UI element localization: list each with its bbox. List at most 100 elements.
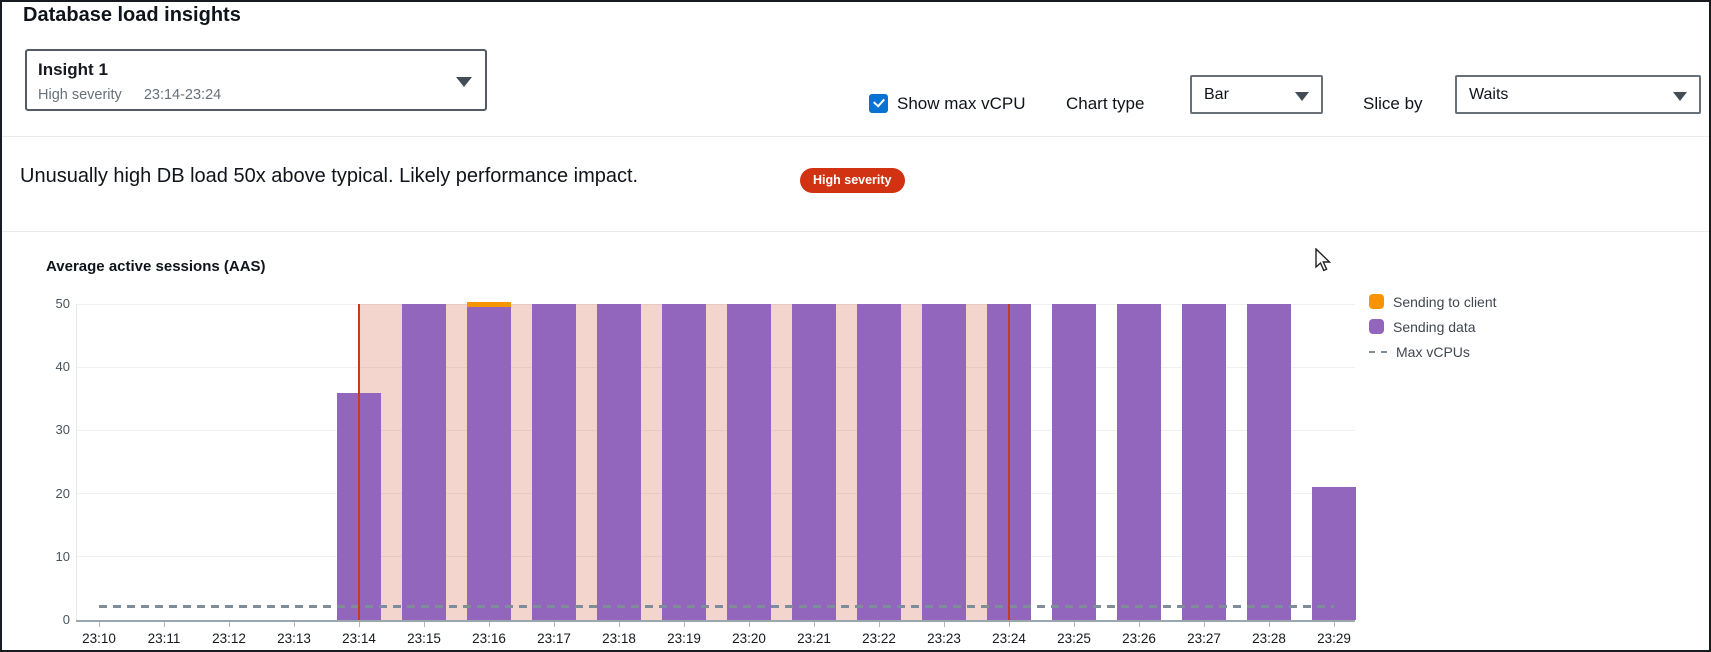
- grid-line: [76, 303, 1355, 305]
- chart-type-select[interactable]: Bar: [1190, 75, 1323, 114]
- x-axis-tick: [749, 622, 750, 627]
- insight-time-range: 23:14-23:24: [143, 87, 222, 103]
- x-axis-label: 23:26: [1122, 631, 1156, 646]
- bar-sending-data-23:18[interactable]: [597, 304, 641, 620]
- legend-item-sending-data[interactable]: Sending data: [1369, 314, 1497, 339]
- max-vcpus-dash-icon: [1369, 350, 1387, 353]
- sending-data-swatch-icon: [1369, 319, 1384, 334]
- x-axis-label: 23:17: [537, 631, 571, 646]
- x-axis-label: 23:23: [927, 631, 961, 646]
- x-axis-tick: [164, 622, 165, 627]
- bar-sending-data-23:19[interactable]: [662, 304, 706, 620]
- insight-subtitle: High severity 23:14-23:24: [38, 87, 221, 103]
- legend-label: Sending to client: [1393, 293, 1497, 310]
- mouse-cursor: [1315, 248, 1332, 272]
- x-axis-line: [76, 620, 1355, 622]
- legend-label: Sending data: [1393, 318, 1476, 335]
- x-axis-label: 23:13: [277, 631, 311, 646]
- grid-line: [76, 556, 1355, 558]
- bar-sending-data-23:22[interactable]: [857, 304, 901, 620]
- x-axis-label: 23:11: [147, 631, 181, 646]
- bar-sending-data-23:26[interactable]: [1117, 304, 1161, 620]
- x-axis-label: 23:22: [862, 631, 896, 646]
- x-axis-tick: [99, 622, 100, 627]
- x-axis-tick: [229, 622, 230, 627]
- x-axis-label: 23:24: [992, 631, 1026, 646]
- page-title: Database load insights: [23, 4, 241, 26]
- bar-sending-data-23:24[interactable]: [987, 304, 1031, 620]
- x-axis-label: 23:29: [1317, 631, 1351, 646]
- slice-by-select[interactable]: Waits: [1455, 75, 1701, 114]
- legend-item-max-vcpus[interactable]: Max vCPUs: [1369, 339, 1497, 364]
- x-axis-tick: [359, 622, 360, 627]
- y-axis-label: 10: [55, 548, 70, 564]
- insight-severity: High severity: [38, 87, 122, 103]
- chart-type-label: Chart type: [1066, 94, 1145, 113]
- bar-sending-data-23:16[interactable]: [467, 307, 511, 620]
- x-axis-label: 23:19: [667, 631, 701, 646]
- x-axis-tick: [554, 622, 555, 627]
- y-axis-label: 50: [55, 296, 70, 311]
- bar-sending-data-23:21[interactable]: [792, 304, 836, 620]
- bar-sending-to-client-23:16[interactable]: [467, 301, 511, 308]
- x-axis-tick: [1139, 622, 1140, 627]
- high-severity-badge: High severity: [800, 168, 905, 193]
- divider: [2, 231, 1709, 232]
- legend-item-sending-to-client[interactable]: Sending to client: [1369, 289, 1497, 314]
- x-axis-tick: [1204, 622, 1205, 627]
- x-axis-label: 23:21: [797, 631, 831, 646]
- x-axis-tick: [1074, 622, 1075, 627]
- x-axis-tick: [879, 622, 880, 627]
- insight-name: Insight 1: [38, 60, 108, 79]
- y-axis-label: 40: [55, 359, 70, 375]
- chart-title: Average active sessions (AAS): [46, 258, 266, 275]
- y-axis-label: 20: [55, 485, 70, 501]
- x-axis-tick: [619, 622, 620, 627]
- bar-sending-data-23:20[interactable]: [727, 304, 771, 620]
- bar-sending-data-23:23[interactable]: [922, 304, 966, 620]
- x-axis-label: 23:12: [212, 631, 246, 646]
- y-axis-label: 30: [55, 422, 70, 438]
- x-axis-tick: [1334, 622, 1335, 627]
- x-axis-label: 23:25: [1057, 631, 1091, 646]
- bar-sending-data-23:29[interactable]: [1312, 487, 1356, 620]
- grid-line: [76, 493, 1355, 495]
- grid-line: [76, 429, 1355, 431]
- bar-sending-data-23:27[interactable]: [1182, 304, 1226, 620]
- x-axis-tick: [684, 622, 685, 627]
- show-max-vcpu-checkbox[interactable]: [869, 94, 888, 113]
- chart-type-value: Bar: [1204, 86, 1229, 103]
- x-axis-label: 23:10: [82, 631, 116, 646]
- bar-sending-data-23:14[interactable]: [337, 392, 381, 620]
- x-axis-label: 23:14: [342, 631, 376, 646]
- x-axis-tick: [1269, 622, 1270, 627]
- bar-sending-data-23:25[interactable]: [1052, 304, 1096, 620]
- x-axis-tick: [424, 622, 425, 627]
- grid-line: [76, 366, 1355, 368]
- bar-sending-data-23:28[interactable]: [1247, 304, 1291, 620]
- divider: [2, 136, 1709, 137]
- y-axis-label: 0: [62, 612, 70, 627]
- bar-sending-data-23:15[interactable]: [402, 304, 446, 620]
- slice-by-value: Waits: [1469, 86, 1509, 103]
- chart-legend: Sending to client Sending data Max vCPUs: [1369, 289, 1497, 364]
- insight-alert-message: Unusually high DB load 50x above typical…: [20, 165, 639, 187]
- legend-label: Max vCPUs: [1396, 343, 1470, 360]
- slice-by-label: Slice by: [1363, 94, 1423, 113]
- x-axis-tick: [294, 622, 295, 627]
- bar-sending-data-23:17[interactable]: [532, 304, 576, 620]
- show-max-vcpu-label[interactable]: Show max vCPU: [897, 94, 1026, 113]
- x-axis-tick: [489, 622, 490, 627]
- caret-down-icon: [1295, 92, 1309, 101]
- x-axis-label: 23:15: [407, 631, 441, 646]
- x-axis-label: 23:20: [732, 631, 766, 646]
- y-axis-line: [76, 304, 77, 620]
- x-axis-tick: [814, 622, 815, 627]
- caret-down-icon: [1673, 92, 1687, 101]
- x-axis-label: 23:28: [1252, 631, 1286, 646]
- x-axis-label: 23:27: [1187, 631, 1221, 646]
- caret-down-icon: [456, 77, 472, 87]
- x-axis-label: 23:18: [602, 631, 636, 646]
- x-axis-tick: [1009, 622, 1010, 627]
- insight-dropdown[interactable]: Insight 1 High severity 23:14-23:24: [25, 49, 487, 111]
